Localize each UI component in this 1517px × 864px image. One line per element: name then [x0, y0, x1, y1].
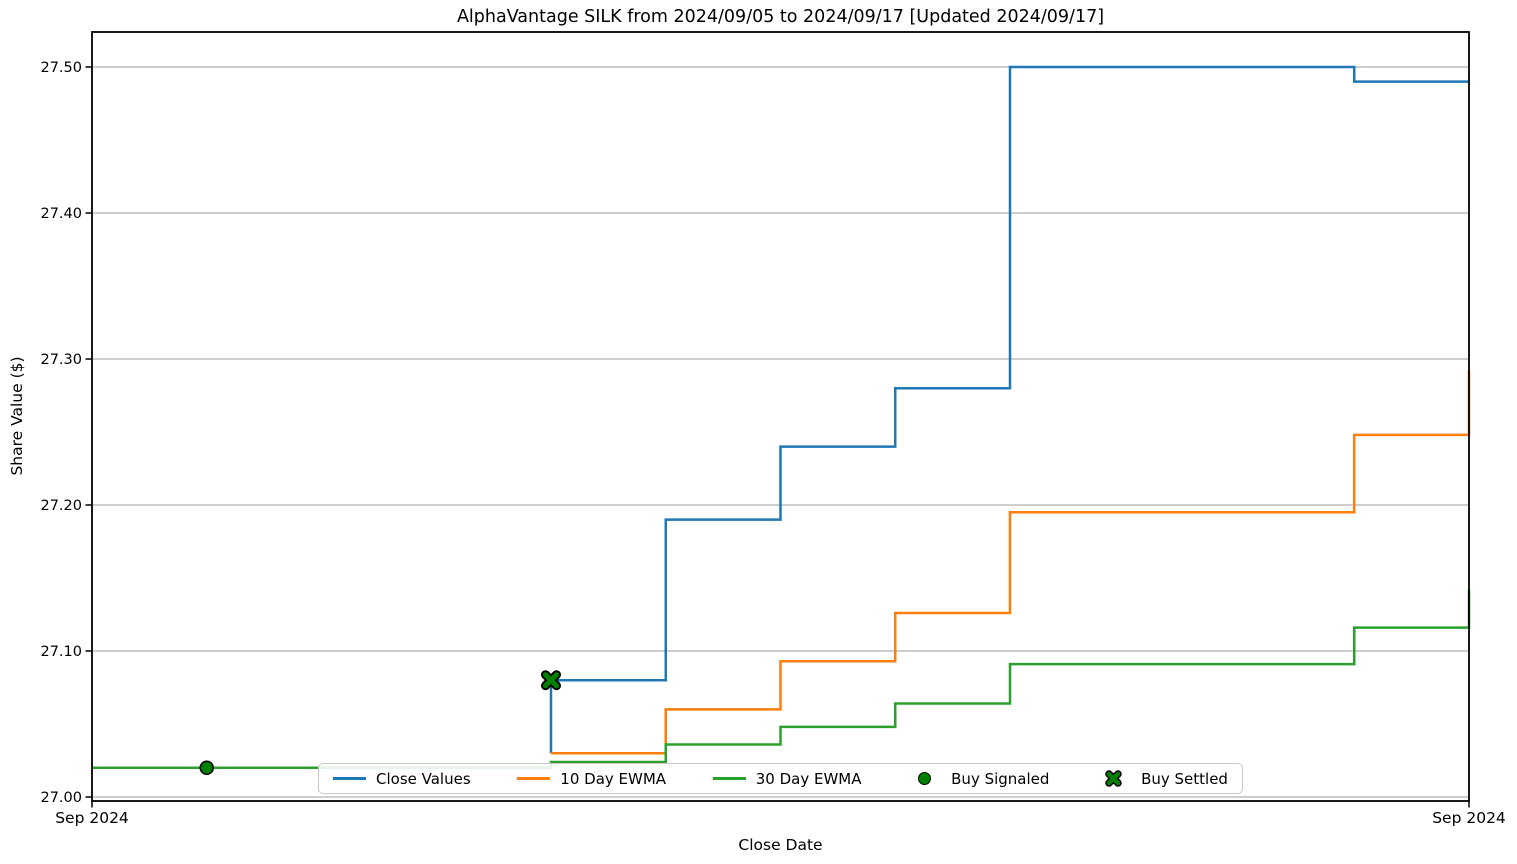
y-tick-label: 27.00 [40, 790, 82, 806]
buy-settled-marker [542, 672, 560, 689]
y-tick-label: 27.10 [40, 644, 82, 660]
close-values-line [549, 65, 1469, 754]
y-axis-label: Share Value ($) [8, 356, 26, 476]
x-tick-label-start: Sep 2024 [55, 809, 129, 827]
buy-signaled-marker-icon [918, 772, 932, 785]
legend: Close Values 10 Day EWMA 30 Day EWMA Buy… [318, 763, 1243, 794]
legend-item-close-values: Close Values [333, 770, 471, 788]
y-tick-label: 27.40 [40, 206, 82, 222]
legend-item-buy-signaled: Buy Signaled [908, 770, 1049, 788]
legend-label: Buy Signaled [951, 769, 1050, 788]
y-tick-label: 27.30 [40, 352, 82, 368]
legend-item-30-day-ewma: 30 Day EWMA [712, 769, 862, 788]
x-tick-label-end: Sep 2024 [1432, 809, 1506, 827]
buy-signaled-marker [199, 760, 214, 776]
legend-label: Close Values [376, 769, 471, 788]
legend-label: Buy Settled [1141, 769, 1228, 788]
buy-settled-marker-icon [1105, 770, 1122, 787]
chart-title: AlphaVantage SILK from 2024/09/05 to 202… [456, 7, 1105, 27]
ewma10-line-swatch-icon [517, 777, 551, 780]
close-values-line-swatch-icon [333, 777, 366, 780]
ewma30-line-swatch-icon [712, 777, 746, 780]
10-day-ewma-line [551, 370, 1471, 755]
x-axis-label: Close Date [738, 836, 823, 854]
y-tick-label: 27.20 [40, 498, 82, 514]
y-tick-label: 27.50 [40, 60, 82, 76]
legend-item-buy-settled: Buy Settled [1096, 770, 1228, 788]
axes-frame [91, 31, 1470, 802]
legend-label: 30 Day EWMA [755, 769, 862, 788]
legend-item-10-day-ewma: 10 Day EWMA [517, 770, 666, 788]
legend-label: 10 Day EWMA [560, 769, 667, 788]
